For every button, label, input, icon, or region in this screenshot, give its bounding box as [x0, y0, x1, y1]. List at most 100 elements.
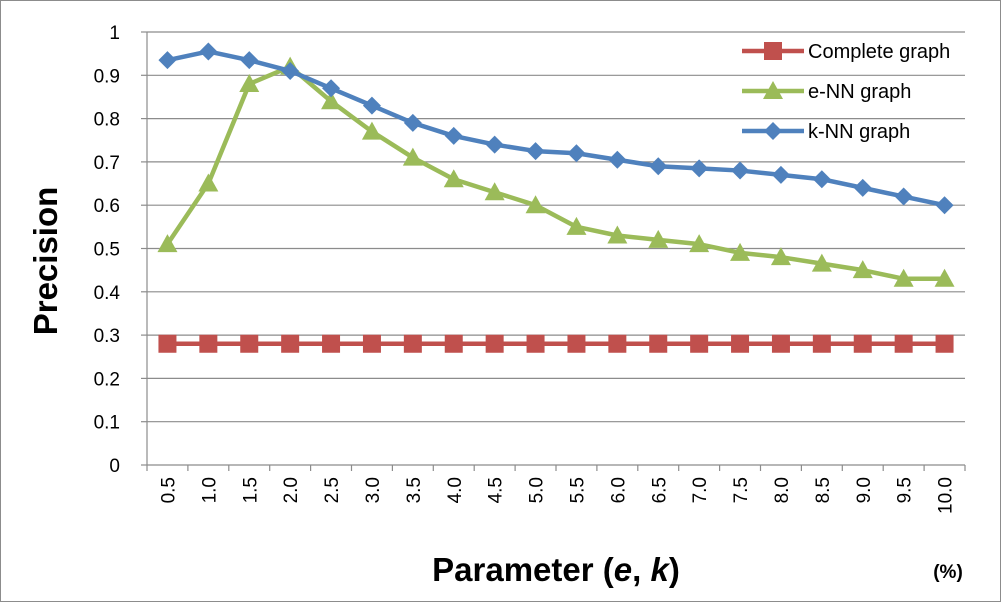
legend-item: Complete graph	[742, 41, 950, 63]
x-tick-label: 3.5	[404, 477, 425, 503]
x-axis-title-e: e	[614, 551, 632, 588]
data-point	[567, 144, 586, 163]
series-complete-graph	[158, 334, 954, 353]
legend-label: Complete graph	[808, 41, 950, 63]
data-point	[608, 150, 627, 169]
data-point	[690, 159, 709, 178]
data-point	[853, 178, 872, 197]
data-point	[812, 170, 831, 189]
data-point	[852, 260, 873, 279]
y-tick-labels: 0 0.1 0.2 0.3 0.4 0.5 0.6 0.7 0.8 0.9 1	[94, 23, 121, 477]
data-point	[485, 334, 504, 353]
x-axis-title-prefix: Parameter (	[432, 551, 614, 588]
data-point	[525, 195, 546, 214]
data-point	[362, 96, 381, 115]
series-layer	[157, 42, 955, 353]
data-point	[403, 334, 422, 353]
data-point	[240, 51, 259, 70]
data-point	[321, 91, 342, 110]
data-point	[771, 334, 790, 353]
data-point	[770, 247, 791, 266]
data-point	[526, 334, 545, 353]
x-tick-label: 1.5	[240, 477, 261, 503]
x-tick-label: 3.0	[363, 477, 384, 503]
data-point	[893, 268, 914, 287]
data-point	[198, 173, 219, 192]
data-point	[322, 334, 341, 353]
data-point	[608, 334, 627, 353]
legend-marker	[764, 122, 782, 140]
data-point	[853, 334, 872, 353]
x-tick-labels: 0.5 1.0 1.5 2.0 2.5 3.0 3.5 4.0 4.5 5.0 5.5 6.0 6.5 7…	[158, 477, 956, 514]
data-point	[935, 334, 954, 353]
legend-marker	[764, 42, 782, 60]
data-point	[689, 234, 710, 253]
data-point	[731, 334, 750, 353]
x-tick-label: 5.5	[567, 477, 588, 503]
y-tick-label: 1	[109, 23, 120, 44]
data-point	[934, 268, 955, 287]
y-tick-label: 0.8	[94, 110, 120, 131]
data-point	[444, 334, 463, 353]
x-tick-label: 7.5	[731, 477, 752, 503]
x-tick-label: 8.0	[772, 477, 793, 503]
data-point	[566, 216, 587, 235]
gridlines	[147, 31, 965, 423]
data-point	[771, 165, 790, 184]
legend-label: e-NN graph	[808, 81, 911, 103]
x-axis-title-close: )	[669, 551, 680, 588]
legend: Complete graph e-NN graph k-NN graph	[742, 41, 950, 143]
y-tick-label: 0.4	[94, 283, 121, 304]
y-tick-label: 0.2	[94, 369, 120, 390]
data-point	[240, 334, 259, 353]
data-point	[731, 161, 750, 180]
data-point	[443, 169, 464, 188]
data-point	[239, 73, 260, 92]
x-tick-label: 9.5	[895, 477, 916, 503]
x-axis-unit: (%)	[933, 562, 963, 583]
x-axis-title-k: k	[650, 551, 670, 588]
x-tick-label: 2.0	[281, 477, 302, 503]
data-point	[648, 229, 669, 248]
legend-item: e-NN graph	[742, 81, 911, 103]
data-point	[361, 121, 382, 140]
x-tick-label: 9.0	[854, 477, 875, 503]
x-tick-label: 6.0	[608, 477, 629, 503]
axes	[141, 31, 966, 471]
data-point	[811, 253, 832, 272]
x-tick-label: 10.0	[936, 477, 957, 514]
data-point	[281, 61, 300, 80]
data-point	[812, 334, 831, 353]
data-point	[281, 334, 300, 353]
data-point	[322, 79, 341, 98]
data-point	[649, 157, 668, 176]
data-point	[444, 126, 463, 145]
y-tick-label: 0.6	[94, 196, 120, 217]
data-point	[567, 334, 586, 353]
data-point	[607, 225, 628, 244]
data-point	[158, 334, 177, 353]
data-point	[649, 334, 668, 353]
x-axis-title-sep: ,	[632, 551, 650, 588]
data-point	[484, 182, 505, 201]
y-tick-label: 0.1	[94, 413, 120, 434]
x-tick-label: 6.5	[649, 477, 670, 503]
x-tick-label: 7.0	[690, 477, 711, 503]
data-point	[894, 187, 913, 206]
y-tick-label: 0.3	[94, 326, 120, 347]
series-k-nn-graph	[158, 42, 954, 215]
y-tick-label: 0.9	[94, 66, 120, 87]
data-point	[485, 135, 504, 154]
y-tick-label: 0	[109, 456, 120, 477]
x-tick-label: 4.0	[445, 477, 466, 503]
y-axis-title: Precision	[27, 187, 64, 336]
data-point	[199, 334, 218, 353]
x-axis-title: Parameter (e, k)	[432, 551, 680, 588]
data-point	[199, 42, 218, 61]
x-tick-label: 1.0	[199, 477, 220, 503]
legend-label: k-NN graph	[808, 121, 910, 143]
data-point	[526, 142, 545, 161]
y-tick-label: 0.7	[94, 153, 120, 174]
data-point	[157, 234, 178, 253]
